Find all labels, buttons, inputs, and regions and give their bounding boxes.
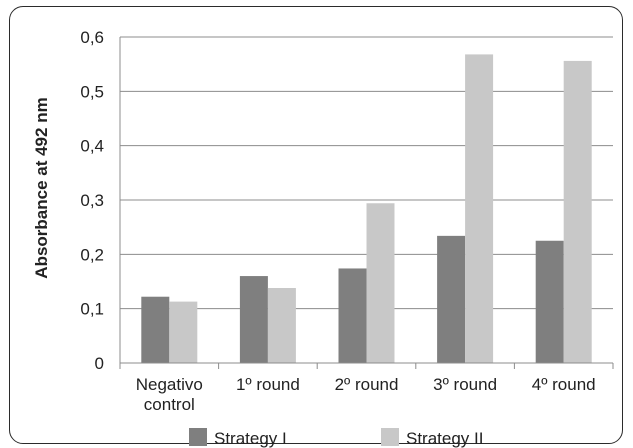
bar-strategy-ii [267, 288, 296, 363]
x-tick-label: 2º round [335, 375, 399, 394]
x-tick-label: 3º round [433, 375, 497, 394]
bar-strategy-ii [366, 203, 395, 363]
legend-swatch [189, 428, 207, 446]
bar-strategy-i [239, 276, 268, 363]
y-tick-label: 0,6 [80, 28, 104, 47]
x-tick-label: 1º round [236, 375, 300, 394]
x-tick-label: control [144, 395, 195, 414]
y-tick-label: 0,3 [80, 191, 104, 210]
y-tick-label: 0,4 [80, 137, 104, 156]
y-tick-label: 0,1 [80, 300, 104, 319]
bars [141, 54, 592, 364]
x-tick-label: 4º round [532, 375, 596, 394]
bar-strategy-ii [169, 301, 198, 363]
gridlines [120, 36, 613, 310]
legend-swatch [381, 428, 399, 446]
y-tick-label: 0,2 [80, 245, 104, 264]
chart-frame [9, 6, 623, 444]
y-tick-label: 0 [95, 354, 104, 373]
y-tick-label: 0,5 [80, 82, 104, 101]
legend: Strategy I Strategy II [189, 428, 483, 448]
bar-strategy-i [535, 240, 564, 363]
bar-strategy-ii [563, 60, 592, 363]
bar-strategy-i [141, 296, 170, 363]
x-tick-label: Negativo [136, 375, 203, 394]
bar-strategy-i [437, 235, 466, 363]
y-axis-label: Absorbance at 492 nm [32, 97, 51, 278]
bar-strategy-ii [465, 54, 494, 364]
legend-label: Strategy II [406, 429, 483, 448]
legend-label: Strategy I [214, 429, 287, 448]
bar-strategy-i [338, 268, 367, 363]
